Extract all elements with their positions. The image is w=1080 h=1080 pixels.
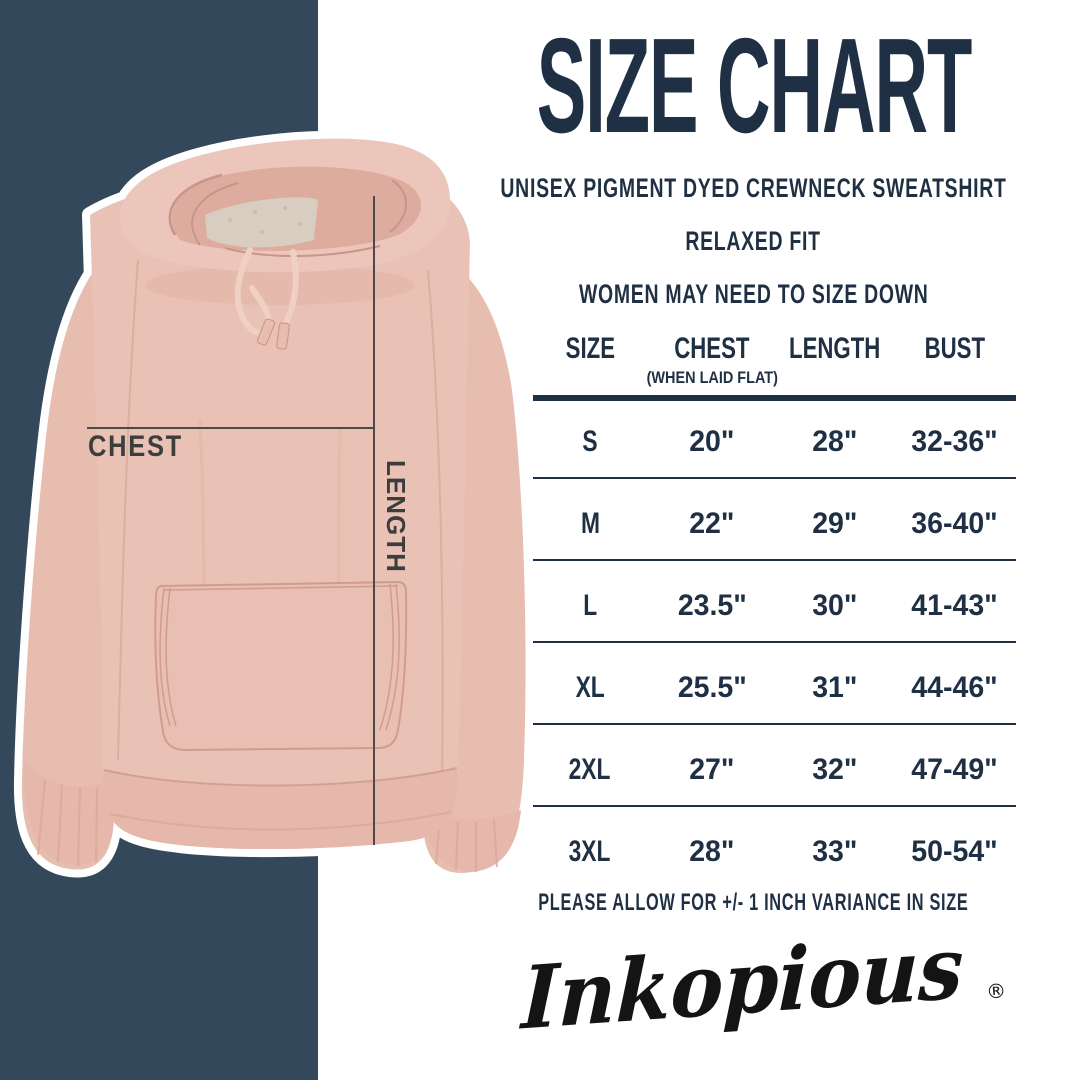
size-value: 3XL <box>569 835 611 868</box>
subtitle-fit: RELAXED FIT <box>685 225 822 256</box>
column-header-bust: BUST <box>924 332 985 365</box>
page-title: SIZE CHART <box>510 9 997 161</box>
chest-measure-line <box>87 427 374 429</box>
table-rule <box>533 641 1016 643</box>
variance-footnote: PLEASE ALLOW FOR +/- 1 INCH VARIANCE IN … <box>538 889 969 916</box>
table-rule <box>533 477 1016 479</box>
length-value: 33" <box>812 835 858 868</box>
size-value: S <box>582 425 598 458</box>
page-title-text: SIZE CHART <box>536 9 972 161</box>
chest-label: CHEST <box>88 430 183 463</box>
table-row: S 20" 28" 32-36" <box>533 422 1016 462</box>
bust-value: 50-54" <box>911 835 998 868</box>
length-value: 30" <box>812 589 858 622</box>
column-header-chest: CHEST (WHEN LAID FLAT) <box>646 332 778 387</box>
length-value: 32" <box>812 753 858 786</box>
hoodie-hem-band <box>103 767 458 850</box>
bust-value: 36-40" <box>911 507 998 540</box>
length-value: 29" <box>812 507 858 540</box>
bust-value: 41-43" <box>911 589 998 622</box>
registered-trademark-icon: ® <box>985 978 1007 1004</box>
chest-value: 23.5" <box>677 589 747 622</box>
chest-value: 20" <box>689 425 735 458</box>
bust-value: 47-49" <box>911 753 998 786</box>
table-header-rule <box>533 395 1016 401</box>
table-rule <box>533 559 1016 561</box>
size-value: L <box>583 589 597 622</box>
table-rule <box>533 805 1016 807</box>
size-value: XL <box>575 671 605 704</box>
hoodie-photo <box>13 130 534 880</box>
table-row: XL 25.5" 31" 44-46" <box>533 668 1016 708</box>
hoodie-hood <box>119 138 451 273</box>
column-header-length: LENGTH <box>789 332 881 365</box>
table-row: L 23.5" 30" 41-43" <box>533 586 1016 626</box>
table-header-row: SIZE CHEST (WHEN LAID FLAT) LENGTH BUST <box>533 330 1016 392</box>
subtitle-sizing-advice: WOMEN MAY NEED TO SIZE DOWN <box>578 278 929 309</box>
size-value: M <box>580 507 600 540</box>
length-value: 28" <box>812 425 858 458</box>
length-label: LENGTH <box>381 460 411 573</box>
bust-value: 44-46" <box>911 671 998 704</box>
length-value: 31" <box>812 671 858 704</box>
table-row: 2XL 27" 32" 47-49" <box>533 750 1016 790</box>
brand-logo: Inkopious ® <box>507 908 1007 1057</box>
table-row: M 22" 29" 36-40" <box>533 504 1016 544</box>
length-measure-line <box>373 196 375 845</box>
table-rule <box>533 723 1016 725</box>
chest-subnote: (WHEN LAID FLAT) <box>646 368 778 387</box>
brand-logo-text: Inkopious <box>520 917 965 1050</box>
chest-value: 28" <box>689 835 735 868</box>
hoodie-drawstrings <box>234 247 299 350</box>
table-row: 3XL 28" 33" 50-54" <box>533 832 1016 872</box>
size-value: 2XL <box>569 753 611 786</box>
subtitle-product: UNISEX PIGMENT DYED CREWNECK SWEATSHIRT <box>500 172 1007 203</box>
bust-value: 32-36" <box>911 425 998 458</box>
column-header-size: SIZE <box>565 332 615 365</box>
hoodie-pocket <box>154 580 408 752</box>
chest-value: 27" <box>689 753 735 786</box>
chest-value: 25.5" <box>677 671 747 704</box>
chest-value: 22" <box>689 507 735 540</box>
